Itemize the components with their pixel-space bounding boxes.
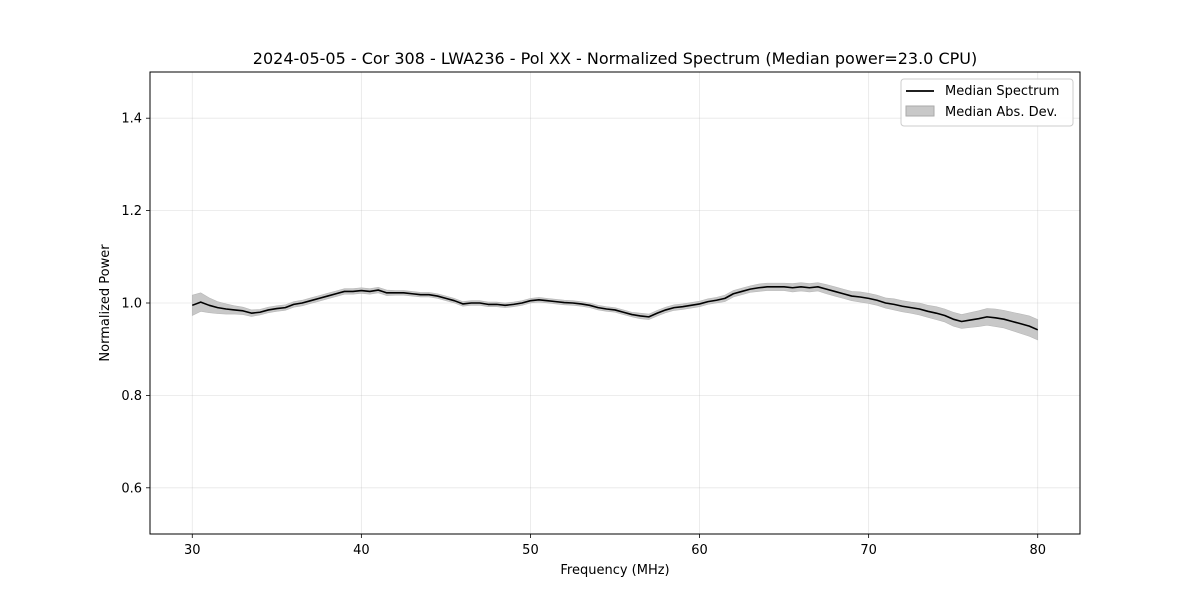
y-tick-label: 1.0 [121, 297, 142, 312]
x-axis-ticks: 30 40 50 60 70 80 [184, 534, 1046, 558]
legend-box [900, 78, 1074, 127]
y-axis-ticks: 0.6 0.8 1.0 1.2 1.4 [121, 112, 150, 496]
y-axis-label: Normalized Power [98, 244, 113, 362]
y-tick-label: 0.8 [121, 389, 142, 404]
y-tick-label: 0.6 [121, 481, 142, 496]
mad-band-layer [191, 282, 1039, 341]
x-tick-label: 70 [860, 543, 877, 558]
legend-median-label: Median Spectrum [945, 84, 1059, 99]
x-tick-label: 50 [522, 543, 539, 558]
y-tick-label: 1.2 [121, 204, 142, 219]
y-tick-label: 1.4 [121, 112, 142, 127]
chart-title: 2024-05-05 - Cor 308 - LWA236 - Pol XX -… [253, 49, 977, 68]
x-tick-label: 30 [184, 543, 201, 558]
legend-mad-label: Median Abs. Dev. [945, 105, 1057, 120]
x-tick-label: 80 [1029, 543, 1046, 558]
x-tick-label: 60 [691, 543, 708, 558]
median-line-layer [191, 286, 1039, 331]
median-spectrum-line [191, 286, 1039, 331]
legend-mad-swatch [905, 105, 935, 117]
x-tick-label: 40 [353, 543, 370, 558]
legend: Median Spectrum Median Abs. Dev. [900, 78, 1074, 127]
mad-band [191, 282, 1039, 341]
x-axis-label: Frequency (MHz) [560, 563, 669, 578]
